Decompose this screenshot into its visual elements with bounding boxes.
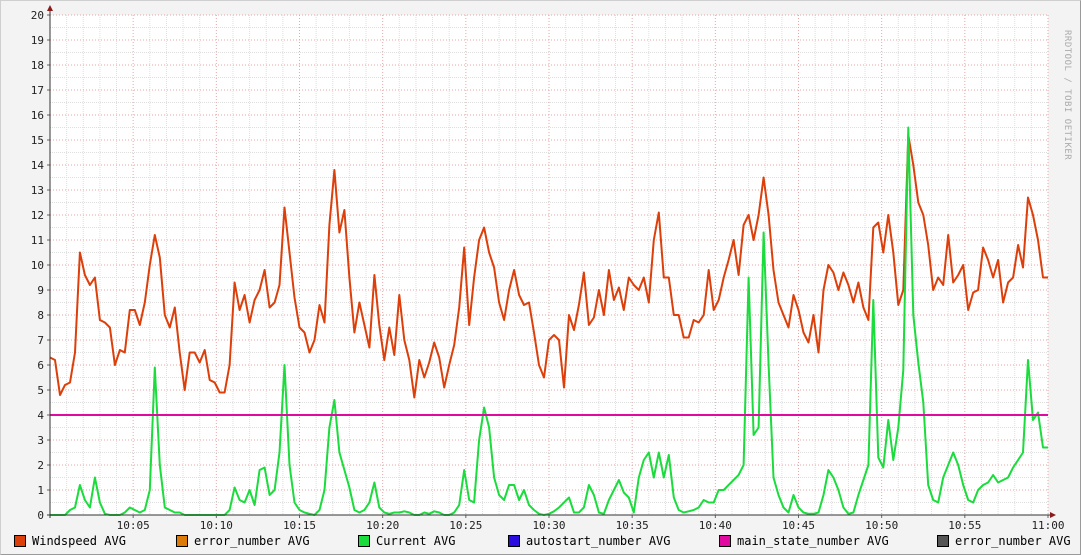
legend-item-error-number: error_number AVG [176, 534, 310, 548]
x-tick-label: 10:35 [616, 519, 649, 532]
legend-swatch [937, 535, 949, 547]
legend-swatch [719, 535, 731, 547]
legend-swatch [14, 535, 26, 547]
y-tick-label: 0 [37, 509, 44, 522]
legend-label: error_number AVG [194, 534, 310, 548]
y-tick-label: 11 [31, 234, 44, 247]
x-tick-label: 10:10 [200, 519, 233, 532]
legend-label: main_state_number AVG [737, 534, 889, 548]
y-tick-label: 16 [31, 109, 44, 122]
y-tick-label: 6 [37, 359, 44, 372]
legend-swatch [508, 535, 520, 547]
y-tick-label: 9 [37, 284, 44, 297]
x-tick-label: 10:50 [865, 519, 898, 532]
x-tick-label: 10:45 [782, 519, 815, 532]
x-tick-label: 10:55 [948, 519, 981, 532]
x-tick-label: 10:05 [117, 519, 150, 532]
y-tick-label: 12 [31, 209, 44, 222]
y-tick-label: 1 [37, 484, 44, 497]
y-tick-label: 20 [31, 9, 44, 22]
legend-swatch [358, 535, 370, 547]
legend-item-current: Current AVG [358, 534, 455, 548]
x-tick-label: 10:25 [449, 519, 482, 532]
y-tick-label: 4 [37, 409, 44, 422]
y-tick-label: 19 [31, 34, 44, 47]
y-tick-label: 8 [37, 309, 44, 322]
y-tick-label: 14 [31, 159, 45, 172]
legend-item-windspeed: Windspeed AVG [14, 534, 126, 548]
x-tick-label: 10:15 [283, 519, 316, 532]
x-tick-label: 10:30 [532, 519, 565, 532]
legend-label: Windspeed AVG [32, 534, 126, 548]
y-tick-label: 3 [37, 434, 44, 447]
y-tick-label: 17 [31, 84, 44, 97]
legend-item-autostart: autostart_number AVG [508, 534, 671, 548]
y-tick-label: 13 [31, 184, 44, 197]
legend-item-main-state: main_state_number AVG [719, 534, 889, 548]
y-tick-label: 2 [37, 459, 44, 472]
rrdtool-credit: RRDTOOL / TOBI OETIKER [1062, 30, 1072, 161]
x-tick-label: 11:00 [1031, 519, 1064, 532]
legend-item-error-number-2: error_number AVG [937, 534, 1071, 548]
y-tick-label: 18 [31, 59, 44, 72]
y-tick-label: 7 [37, 334, 44, 347]
y-tick-label: 10 [31, 259, 44, 272]
legend-label: error_number AVG [955, 534, 1071, 548]
y-tick-label: 5 [37, 384, 44, 397]
legend-label: Current AVG [376, 534, 456, 548]
series-line-windspeed-avg [49, 134, 1048, 399]
legend-swatch [176, 535, 188, 547]
legend-label: autostart_number AVG [526, 534, 671, 548]
x-tick-label: 10:20 [366, 519, 399, 532]
legend: Windspeed AVG error_number AVG Current A… [0, 534, 1081, 550]
x-tick-label: 10:40 [699, 519, 732, 532]
y-axis-arrow-icon [47, 5, 53, 11]
x-axis-arrow-icon [1050, 512, 1056, 518]
y-tick-label: 15 [31, 134, 44, 147]
